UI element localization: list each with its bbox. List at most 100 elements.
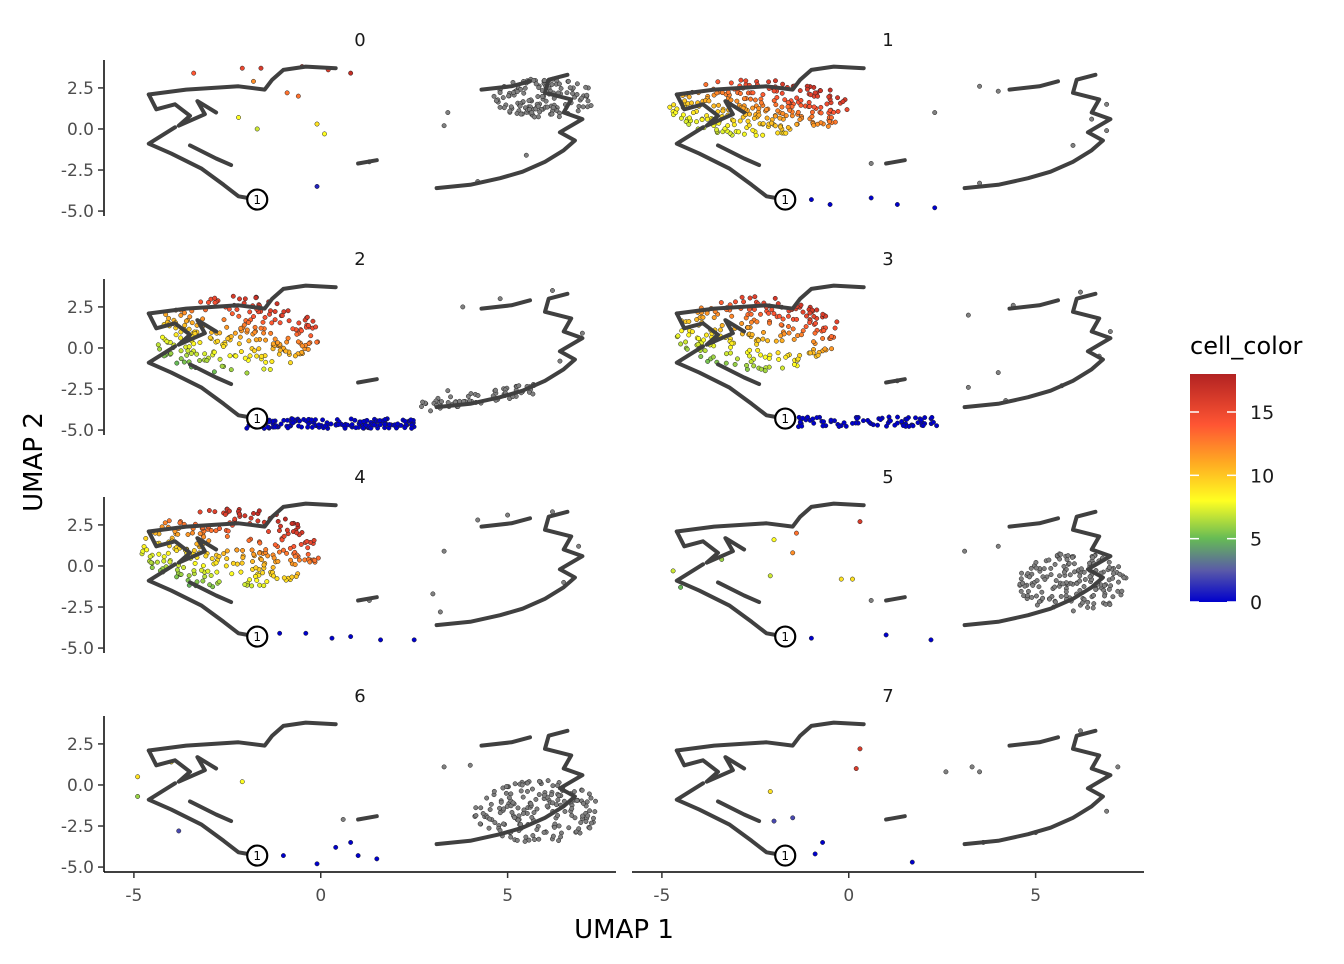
cell-point bbox=[468, 391, 474, 397]
cell-point bbox=[253, 295, 259, 301]
cell-point bbox=[238, 349, 244, 355]
trajectory-segment bbox=[356, 814, 379, 822]
cell-point bbox=[219, 363, 225, 369]
cell-points bbox=[139, 506, 582, 643]
cell-point bbox=[747, 111, 753, 117]
cell-point bbox=[686, 94, 692, 100]
cell-point bbox=[275, 518, 281, 524]
cell-point bbox=[1090, 555, 1096, 561]
cell-point bbox=[920, 423, 926, 429]
cell-point bbox=[774, 95, 780, 100]
cell-point bbox=[270, 565, 276, 570]
cell-point bbox=[574, 81, 580, 87]
cell-point bbox=[178, 335, 183, 341]
cell-point bbox=[1039, 589, 1045, 595]
cell-point bbox=[157, 346, 163, 352]
cell-point bbox=[696, 336, 701, 341]
cell-point bbox=[250, 559, 256, 564]
cell-point bbox=[878, 417, 883, 423]
cell-point bbox=[743, 78, 749, 84]
cell-point bbox=[182, 322, 188, 328]
cell-point bbox=[329, 635, 335, 641]
trajectory-segment bbox=[434, 509, 585, 628]
cell-point bbox=[408, 417, 414, 423]
colorbar-tick-label: 10 bbox=[1250, 465, 1274, 487]
cell-point bbox=[783, 130, 789, 136]
cell-point bbox=[567, 85, 573, 91]
cell-point bbox=[814, 415, 820, 421]
cell-point bbox=[202, 351, 208, 357]
colorbar-title: cell_color bbox=[1190, 332, 1303, 360]
cell-point bbox=[213, 560, 219, 566]
cell-point bbox=[558, 830, 564, 836]
cell-point bbox=[441, 123, 447, 129]
cell-point bbox=[800, 415, 806, 421]
colorbar-tick-label: 15 bbox=[1250, 402, 1274, 424]
root-node-label: 1 bbox=[781, 412, 789, 426]
cell-point bbox=[772, 123, 778, 129]
cell-point bbox=[748, 311, 754, 317]
cell-point bbox=[488, 801, 494, 807]
cell-point bbox=[536, 778, 542, 784]
cell-point bbox=[779, 90, 785, 96]
cell-point bbox=[249, 583, 255, 589]
cell-point bbox=[239, 65, 245, 71]
cell-point bbox=[1052, 584, 1058, 590]
cell-point bbox=[308, 333, 314, 339]
cell-point bbox=[240, 547, 246, 553]
cell-point bbox=[268, 330, 274, 336]
cell-point bbox=[1085, 604, 1091, 610]
cell-point bbox=[702, 348, 708, 354]
cell-point bbox=[913, 415, 918, 421]
cell-point bbox=[1085, 599, 1091, 605]
cell-point bbox=[242, 582, 248, 587]
cell-point bbox=[493, 98, 499, 104]
cell-point bbox=[1047, 596, 1052, 602]
cell-point bbox=[549, 82, 555, 87]
cell-point bbox=[349, 422, 355, 428]
cell-point bbox=[711, 315, 717, 321]
y-tick-label: -2.5 bbox=[61, 817, 94, 837]
x-tick-label: -5 bbox=[653, 886, 670, 906]
cell-point bbox=[1060, 581, 1066, 587]
facet-label: 2 bbox=[354, 249, 365, 270]
cell-point bbox=[520, 811, 526, 816]
cell-point bbox=[1102, 593, 1107, 599]
cell-point bbox=[764, 107, 769, 113]
cell-point bbox=[811, 104, 817, 110]
trajectory-segment bbox=[188, 362, 234, 387]
cell-point bbox=[428, 408, 434, 414]
cell-point bbox=[835, 95, 841, 101]
cell-point bbox=[797, 352, 803, 358]
cell-point bbox=[544, 803, 550, 809]
cell-point bbox=[253, 337, 259, 343]
cell-point bbox=[211, 369, 217, 375]
cell-point bbox=[312, 557, 318, 563]
cell-point bbox=[441, 548, 447, 554]
cell-point bbox=[564, 90, 570, 96]
cell-point bbox=[800, 309, 806, 315]
cell-point bbox=[818, 88, 823, 94]
trajectory-segment bbox=[356, 595, 379, 603]
cell-point bbox=[148, 560, 154, 566]
cell-point bbox=[239, 779, 245, 785]
cell-point bbox=[995, 543, 1001, 549]
cell-point bbox=[281, 575, 287, 581]
cell-point bbox=[263, 359, 269, 365]
cell-point bbox=[314, 121, 320, 127]
cell-point bbox=[521, 90, 527, 96]
cell-point bbox=[266, 529, 271, 534]
cell-point bbox=[296, 557, 302, 563]
cell-point bbox=[868, 195, 874, 201]
cell-point bbox=[786, 324, 791, 329]
cell-point bbox=[811, 420, 817, 426]
cell-point bbox=[251, 510, 256, 516]
cell-point bbox=[299, 343, 305, 349]
cell-point bbox=[491, 788, 497, 794]
cell-point bbox=[1058, 551, 1064, 557]
cell-point bbox=[525, 788, 530, 794]
cell-point bbox=[566, 825, 572, 831]
cell-point bbox=[552, 824, 557, 830]
cell-point bbox=[910, 423, 916, 429]
cell-point bbox=[475, 517, 481, 523]
